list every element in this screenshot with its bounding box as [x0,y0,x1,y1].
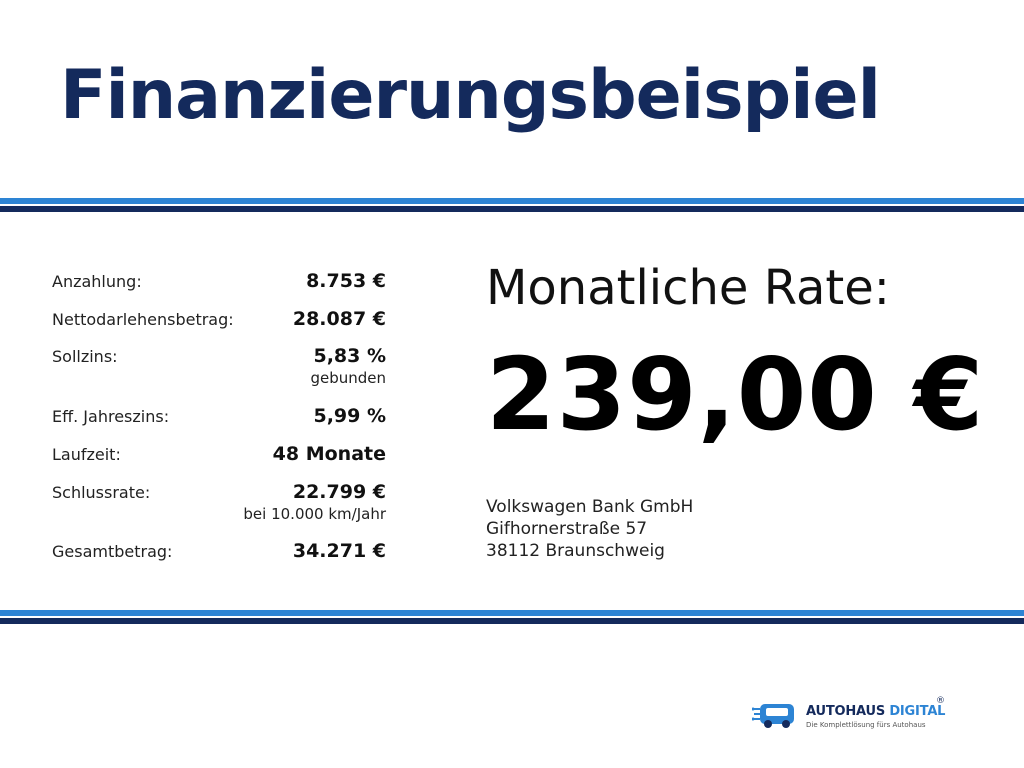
bank-address: Volkswagen Bank GmbH Gifhornerstraße 57 … [486,496,693,562]
monthly-rate-value: 239,00 € [486,336,985,453]
autohaus-digital-logo: AUTOHAUS DIGITAL ® Die Komplettlösung fü… [752,696,952,734]
logo-name-accent: DIGITAL [889,704,946,719]
term-label: Eff. Jahreszins: [52,407,170,426]
logo-tagline: Die Komplettlösung fürs Autohaus [806,721,926,729]
bottom-divider-dark [0,618,1024,624]
term-label: Sollzins: [52,347,118,366]
term-label: Nettodarlehensbetrag: [52,310,234,329]
logo-name: AUTOHAUS DIGITAL [806,704,945,719]
term-value: 48 Monate [272,443,386,465]
top-divider-light [0,198,1024,204]
bank-street: Gifhornerstraße 57 [486,519,648,539]
term-label: Schlussrate: [52,483,151,502]
term-label: Laufzeit: [52,445,121,464]
monthly-rate-label: Monatliche Rate: [486,260,890,316]
registered-mark: ® [936,696,945,706]
term-note: bei 10.000 km/Jahr [243,505,386,523]
term-label: Gesamtbetrag: [52,542,173,561]
term-value: 34.271 € [292,540,386,562]
logo-name-main: AUTOHAUS [806,704,885,719]
page-title: Finanzierungsbeispiel [60,56,881,135]
term-value: 5,99 % [313,405,386,427]
term-label: Anzahlung: [52,272,142,291]
term-value: 28.087 € [292,308,386,330]
bank-name: Volkswagen Bank GmbH [486,497,694,517]
bottom-divider-light [0,610,1024,616]
term-value: 8.753 € [306,270,386,292]
term-value: 5,83 % [313,345,386,367]
term-value: 22.799 € [292,481,386,503]
term-note: gebunden [310,369,386,387]
car-circuit-icon [752,704,794,728]
bank-city: 38112 Braunschweig [486,541,665,561]
top-divider-dark [0,206,1024,212]
